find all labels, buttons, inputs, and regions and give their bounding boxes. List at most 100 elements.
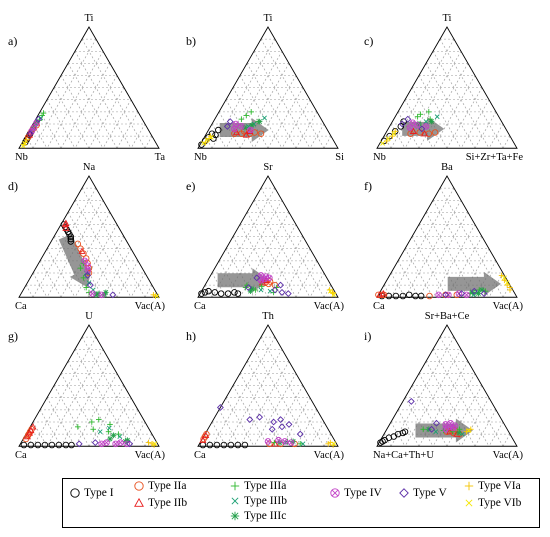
legend-label: Type IIb: [148, 497, 188, 509]
data-point: [434, 114, 440, 120]
data-point: [204, 137, 210, 143]
data-point: [81, 257, 89, 265]
data-point: [238, 123, 245, 130]
ternary-frame: [197, 175, 339, 298]
data-point: [468, 426, 474, 433]
ternary-frame: [18, 26, 160, 149]
data-point: [55, 441, 63, 449]
data-point: [427, 116, 433, 122]
vertex-label-right: Vac(A): [135, 450, 166, 461]
legend-marker-shape: [230, 511, 240, 521]
legend-label: Type IIa: [148, 480, 187, 492]
data-point: [27, 441, 35, 449]
data-point: [285, 420, 293, 428]
data-point: [247, 126, 254, 134]
data-point: [475, 290, 482, 297]
data-point: [86, 280, 92, 286]
data-point: [217, 290, 225, 297]
data-point: [277, 281, 285, 289]
data-point: [67, 233, 75, 240]
data-point: [232, 120, 240, 128]
legend-label: Type V: [413, 487, 447, 499]
data-point: [208, 134, 214, 140]
data-point: [253, 274, 261, 282]
data-point: [62, 219, 70, 226]
ternary-frame: [18, 175, 160, 298]
data-point: [406, 124, 414, 131]
data-point: [215, 126, 222, 134]
data-point: [466, 428, 472, 433]
data-point: [98, 440, 105, 448]
panel-label: i): [364, 329, 371, 343]
legend-marker-shape: [134, 481, 144, 491]
vertex-label-top: Na: [83, 162, 96, 173]
data-point: [417, 292, 425, 300]
data-point: [442, 291, 450, 299]
ternary-grid: [25, 38, 153, 149]
data-point: [231, 130, 238, 137]
data-point: [27, 426, 35, 434]
legend-marker: [230, 481, 240, 491]
data-point: [234, 441, 242, 449]
legend-marker-shape: [330, 488, 340, 498]
legend-marker: [399, 488, 409, 498]
data-point: [433, 429, 439, 435]
data-point: [86, 281, 94, 289]
ternary-grid: [204, 187, 332, 298]
legend-marker: [330, 488, 340, 498]
data-point: [62, 224, 70, 231]
data-point: [394, 430, 402, 438]
data-point: [201, 140, 207, 146]
data-point: [507, 284, 513, 291]
data-point: [331, 292, 337, 298]
data-point: [224, 290, 232, 297]
data-point: [199, 441, 207, 449]
data-point: [407, 397, 415, 405]
data-point: [417, 111, 424, 118]
data-point: [246, 416, 254, 424]
legend-marker: [134, 497, 144, 507]
data-point: [112, 440, 119, 448]
data-point: [480, 290, 488, 298]
data-point: [287, 439, 295, 446]
data-point: [447, 419, 454, 427]
data-point: [379, 289, 387, 297]
data-point: [420, 426, 426, 433]
legend-marker-shape: [230, 481, 240, 491]
data-point: [216, 404, 224, 411]
data-point: [84, 267, 91, 274]
data-point: [385, 434, 393, 442]
data-point: [470, 287, 478, 295]
data-point: [20, 143, 26, 149]
data-point: [223, 122, 231, 130]
data-point: [392, 292, 400, 300]
data-point: [74, 240, 82, 248]
vertex-label-right: Vac(A): [493, 301, 524, 312]
data-point: [385, 136, 391, 141]
data-point: [77, 265, 84, 271]
data-point: [421, 129, 429, 137]
data-point: [109, 291, 117, 299]
data-point: [40, 110, 47, 116]
legend-label: Type IIIa: [244, 480, 287, 492]
data-point: [327, 288, 333, 294]
data-point: [103, 439, 110, 446]
legend-marker-shape: [70, 488, 80, 498]
ternary-panel-a: a) Ti Nb Ta: [8, 13, 165, 163]
data-point: [39, 112, 45, 119]
data-point: [202, 431, 210, 439]
data-point: [278, 288, 286, 296]
data-point: [262, 273, 270, 280]
data-point: [206, 441, 214, 449]
data-point: [392, 128, 398, 135]
ternary-figure: a) Ti Nb Ta b) Ti Nb Si c) Ti Nb Si+Zr+Ta+Fe d) Na Ca V…: [8, 13, 524, 461]
vertex-label-right: Si+Zr+Ta+Fe: [466, 152, 524, 163]
data-point: [431, 129, 439, 136]
data-point: [262, 115, 267, 121]
data-point: [241, 441, 249, 449]
legend-marker-shape: [231, 497, 239, 505]
data-point: [91, 439, 99, 447]
legend-label: Type VIb: [478, 497, 522, 509]
legend-item: Type IV: [329, 487, 382, 499]
data-point: [257, 277, 265, 284]
